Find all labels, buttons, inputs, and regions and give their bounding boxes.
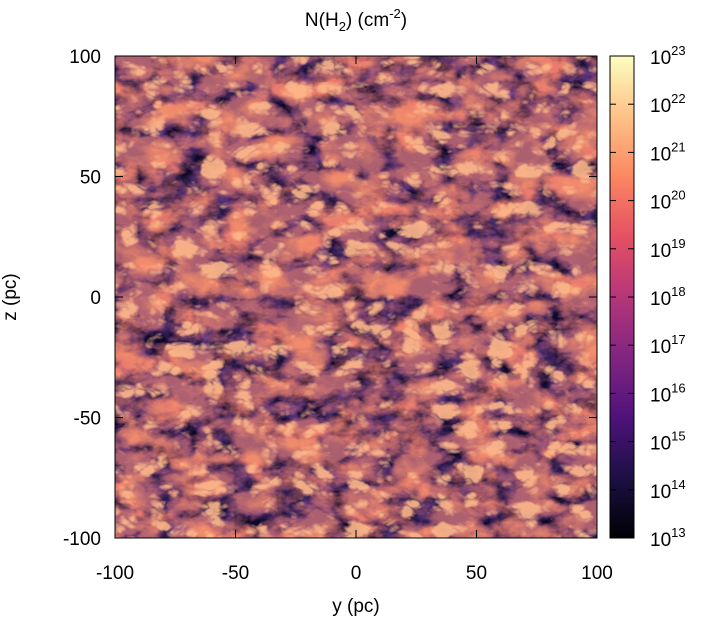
- x-axis-label: y (pc): [332, 596, 380, 617]
- colorbar-tick-label: 1022: [650, 91, 686, 117]
- colorbar-tick-label: 1019: [650, 236, 686, 262]
- y-tick-label: -50: [74, 409, 101, 430]
- colorbar-tick-label: 1023: [650, 43, 686, 69]
- heatmap-image: [115, 56, 597, 538]
- colorbar-tick-label: 1015: [650, 429, 686, 455]
- colorbar-tick-label: 1016: [650, 380, 686, 406]
- colorbar-tick-label: 1018: [650, 284, 686, 310]
- y-axis: 100 50 0 -50 -100: [63, 47, 597, 550]
- x-tick-label: 0: [351, 563, 362, 584]
- x-tick-label: -50: [222, 563, 249, 584]
- x-tick-label: -100: [96, 563, 134, 584]
- x-tick-label: 50: [466, 563, 487, 584]
- colorbar-tick-label: 1013: [650, 525, 686, 551]
- y-axis-label: z (pc): [0, 273, 21, 321]
- colorbar-tick-label: 1017: [650, 332, 686, 358]
- colorbar-tick-label: 1020: [650, 188, 686, 214]
- colorbar-tick-label: 1021: [650, 139, 686, 165]
- y-tick-label: 100: [69, 47, 101, 68]
- x-axis: -100 -50 0 50 100: [96, 56, 613, 584]
- y-tick-label: 50: [80, 168, 101, 189]
- y-tick-label: -100: [63, 529, 101, 550]
- chart-title: N(H2) (cm-2): [305, 6, 407, 34]
- x-tick-label: 100: [581, 563, 613, 584]
- colorbar-tick-label: 1014: [650, 477, 686, 503]
- y-tick-label: 0: [90, 288, 101, 309]
- colorbar-ticks: 1023 1022 1021 1020 1019 1018 1017 1016 1015 1014…: [610, 43, 686, 551]
